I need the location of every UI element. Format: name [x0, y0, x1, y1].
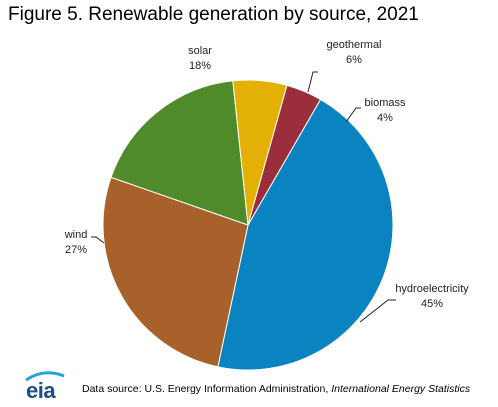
- pie-slice-biomass: [247, 84, 322, 226]
- leader-line-geothermal: [307, 71, 318, 93]
- slice-value-solar: 18%: [189, 60, 211, 72]
- data-source-prefix: Data source: U.S. Energy Information Adm…: [82, 383, 332, 395]
- slice-value-geothermal: 6%: [346, 54, 362, 66]
- data-source-name: International Energy Statistics: [331, 383, 471, 395]
- chart-title: Figure 5. Renewable generation by source…: [8, 4, 419, 25]
- leader-line-biomass: [345, 107, 361, 123]
- slice-value-wind: 27%: [65, 244, 87, 256]
- data-source-note: Data source: U.S. Energy Information Adm…: [82, 383, 470, 395]
- slice-label-wind: wind: [64, 229, 88, 241]
- pie-slice-solar: [110, 80, 249, 226]
- pie-slice-wind: [102, 176, 249, 368]
- leader-line-wind: [91, 236, 105, 244]
- slice-value-biomass: 4%: [377, 112, 393, 124]
- slice-label-biomass: biomass: [365, 97, 406, 109]
- eia-logo-text: eia: [26, 378, 56, 403]
- slice-label-solar: solar: [188, 45, 212, 57]
- eia-logo: eia: [24, 370, 68, 403]
- slice-value-hydroelectricity: 45%: [421, 298, 443, 310]
- slice-label-geothermal: geothermal: [326, 39, 381, 51]
- slice-label-hydroelectricity: hydroelectricity: [395, 283, 469, 295]
- leader-line-hydroelectricity: [359, 299, 396, 323]
- eia-logo-icon: [25, 371, 65, 382]
- pie-slice-hydroelectricity: [217, 98, 394, 371]
